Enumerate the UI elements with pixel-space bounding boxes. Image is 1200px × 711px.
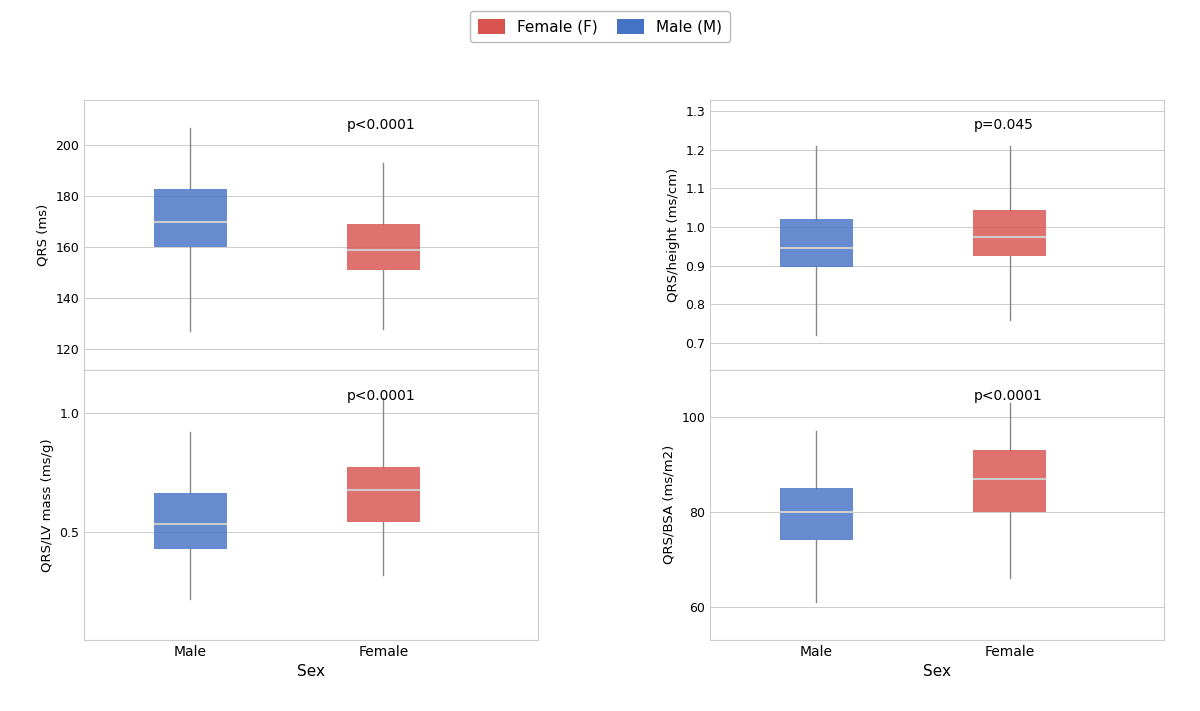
X-axis label: Sex: Sex [923,664,952,679]
Y-axis label: QRS/LV mass (ms/g): QRS/LV mass (ms/g) [41,438,54,572]
Text: p=0.045: p=0.045 [973,119,1033,132]
Bar [347,225,420,270]
Y-axis label: QRS/height (ms/cm): QRS/height (ms/cm) [667,168,680,301]
Legend: Female (F), Male (M): Female (F), Male (M) [470,11,730,43]
Bar [154,188,227,247]
Bar [347,466,420,522]
Bar [973,210,1046,256]
Bar [973,450,1046,512]
Bar [780,488,853,540]
Text: p<0.0001: p<0.0001 [973,389,1042,402]
Bar [780,219,853,267]
Text: p<0.0001: p<0.0001 [347,119,416,132]
Text: p<0.0001: p<0.0001 [347,389,416,402]
X-axis label: Sex: Sex [296,664,325,679]
Bar [154,493,227,549]
Y-axis label: QRS/BSA (ms/m2): QRS/BSA (ms/m2) [662,445,676,565]
Y-axis label: QRS (ms): QRS (ms) [37,203,49,266]
